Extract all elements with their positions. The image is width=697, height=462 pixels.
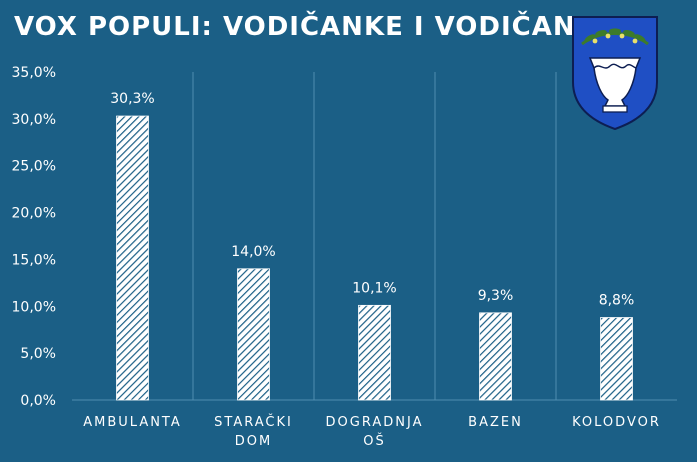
bar: [600, 317, 633, 401]
bar: [479, 312, 512, 401]
bars: [116, 115, 633, 401]
y-tick-label: 20,0%: [12, 206, 56, 222]
y-tick-label: 35,0%: [12, 65, 56, 81]
bar: [116, 115, 149, 401]
y-tick-label: 10,0%: [12, 299, 56, 315]
y-tick-label: 30,0%: [12, 112, 56, 128]
y-axis: 0,0% 5,0% 10,0% 15,0% 20,0% 25,0% 30,0% 35,0%: [12, 65, 56, 409]
data-label: 30,3%: [110, 91, 154, 107]
y-tick-label: 0,0%: [20, 393, 56, 409]
chart-title: VOX POPULI: VODIČANKE I VODIČANI: [14, 12, 587, 42]
y-tick-label: 25,0%: [12, 159, 56, 175]
y-tick-label: 5,0%: [20, 346, 56, 362]
category-label: AMBULANTA: [83, 415, 182, 430]
category-label: DOGRADNJA OŠ: [326, 415, 424, 449]
data-label: 8,8%: [599, 293, 635, 309]
category-label: BAZEN: [468, 415, 523, 430]
x-axis: AMBULANTA STARAČKI DOM DOGRADNJA OŠ BAZEN KOLO…: [83, 414, 661, 449]
y-tick-label: 15,0%: [12, 252, 56, 268]
coat-of-arms-icon: [572, 16, 658, 131]
category-label: KOLODVOR: [572, 415, 661, 430]
gridlines: [72, 72, 677, 401]
bar: [237, 268, 270, 401]
data-label: 14,0%: [231, 244, 275, 260]
data-labels: 30,3% 14,0% 10,1% 9,3% 8,8%: [110, 91, 634, 308]
category-label: STARAČKI DOM: [214, 414, 293, 449]
data-label: 9,3%: [478, 288, 514, 304]
bar: [358, 304, 391, 401]
data-label: 10,1%: [352, 280, 396, 296]
